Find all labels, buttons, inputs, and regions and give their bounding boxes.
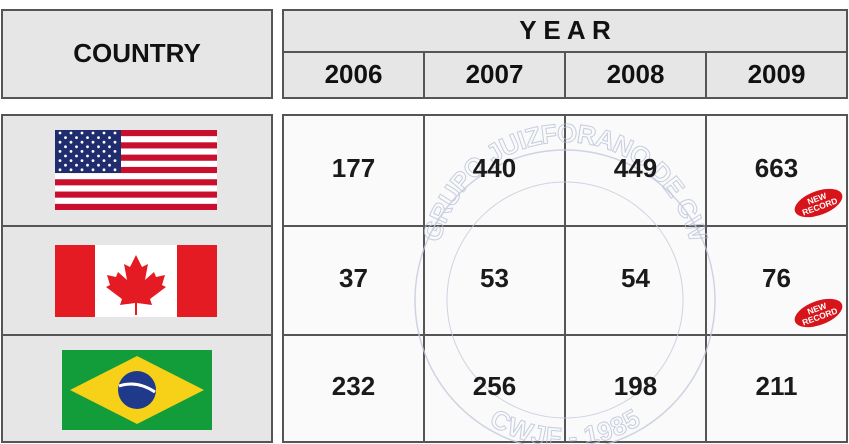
- year-label: 2009: [748, 59, 806, 89]
- cell-value: 198: [614, 371, 657, 401]
- flag-canada: [55, 245, 217, 317]
- year-label: 2008: [607, 59, 665, 89]
- cell-value: 440: [473, 153, 516, 183]
- year-label: 2007: [466, 59, 524, 89]
- flag-brazil: [62, 350, 212, 430]
- cell-value: 232: [332, 371, 375, 401]
- cell-value: 256: [473, 371, 516, 401]
- cell-value: 37: [339, 263, 368, 293]
- flag-usa: [55, 130, 217, 210]
- cell-value: 177: [332, 153, 375, 183]
- year-header: Y E A R: [519, 15, 611, 45]
- cell-value: 54: [621, 263, 650, 293]
- cell-value: 76: [762, 263, 791, 293]
- cell-value: 53: [480, 263, 509, 293]
- cell-value: 449: [614, 153, 657, 183]
- country-header: COUNTRY: [73, 38, 201, 68]
- cell-value: 663: [755, 153, 798, 183]
- year-label: 2006: [325, 59, 383, 89]
- table-page: COUNTRY Y E A R GRUPO JUIZFORANO DE CW C…: [0, 0, 849, 444]
- cell-value: 211: [756, 371, 798, 401]
